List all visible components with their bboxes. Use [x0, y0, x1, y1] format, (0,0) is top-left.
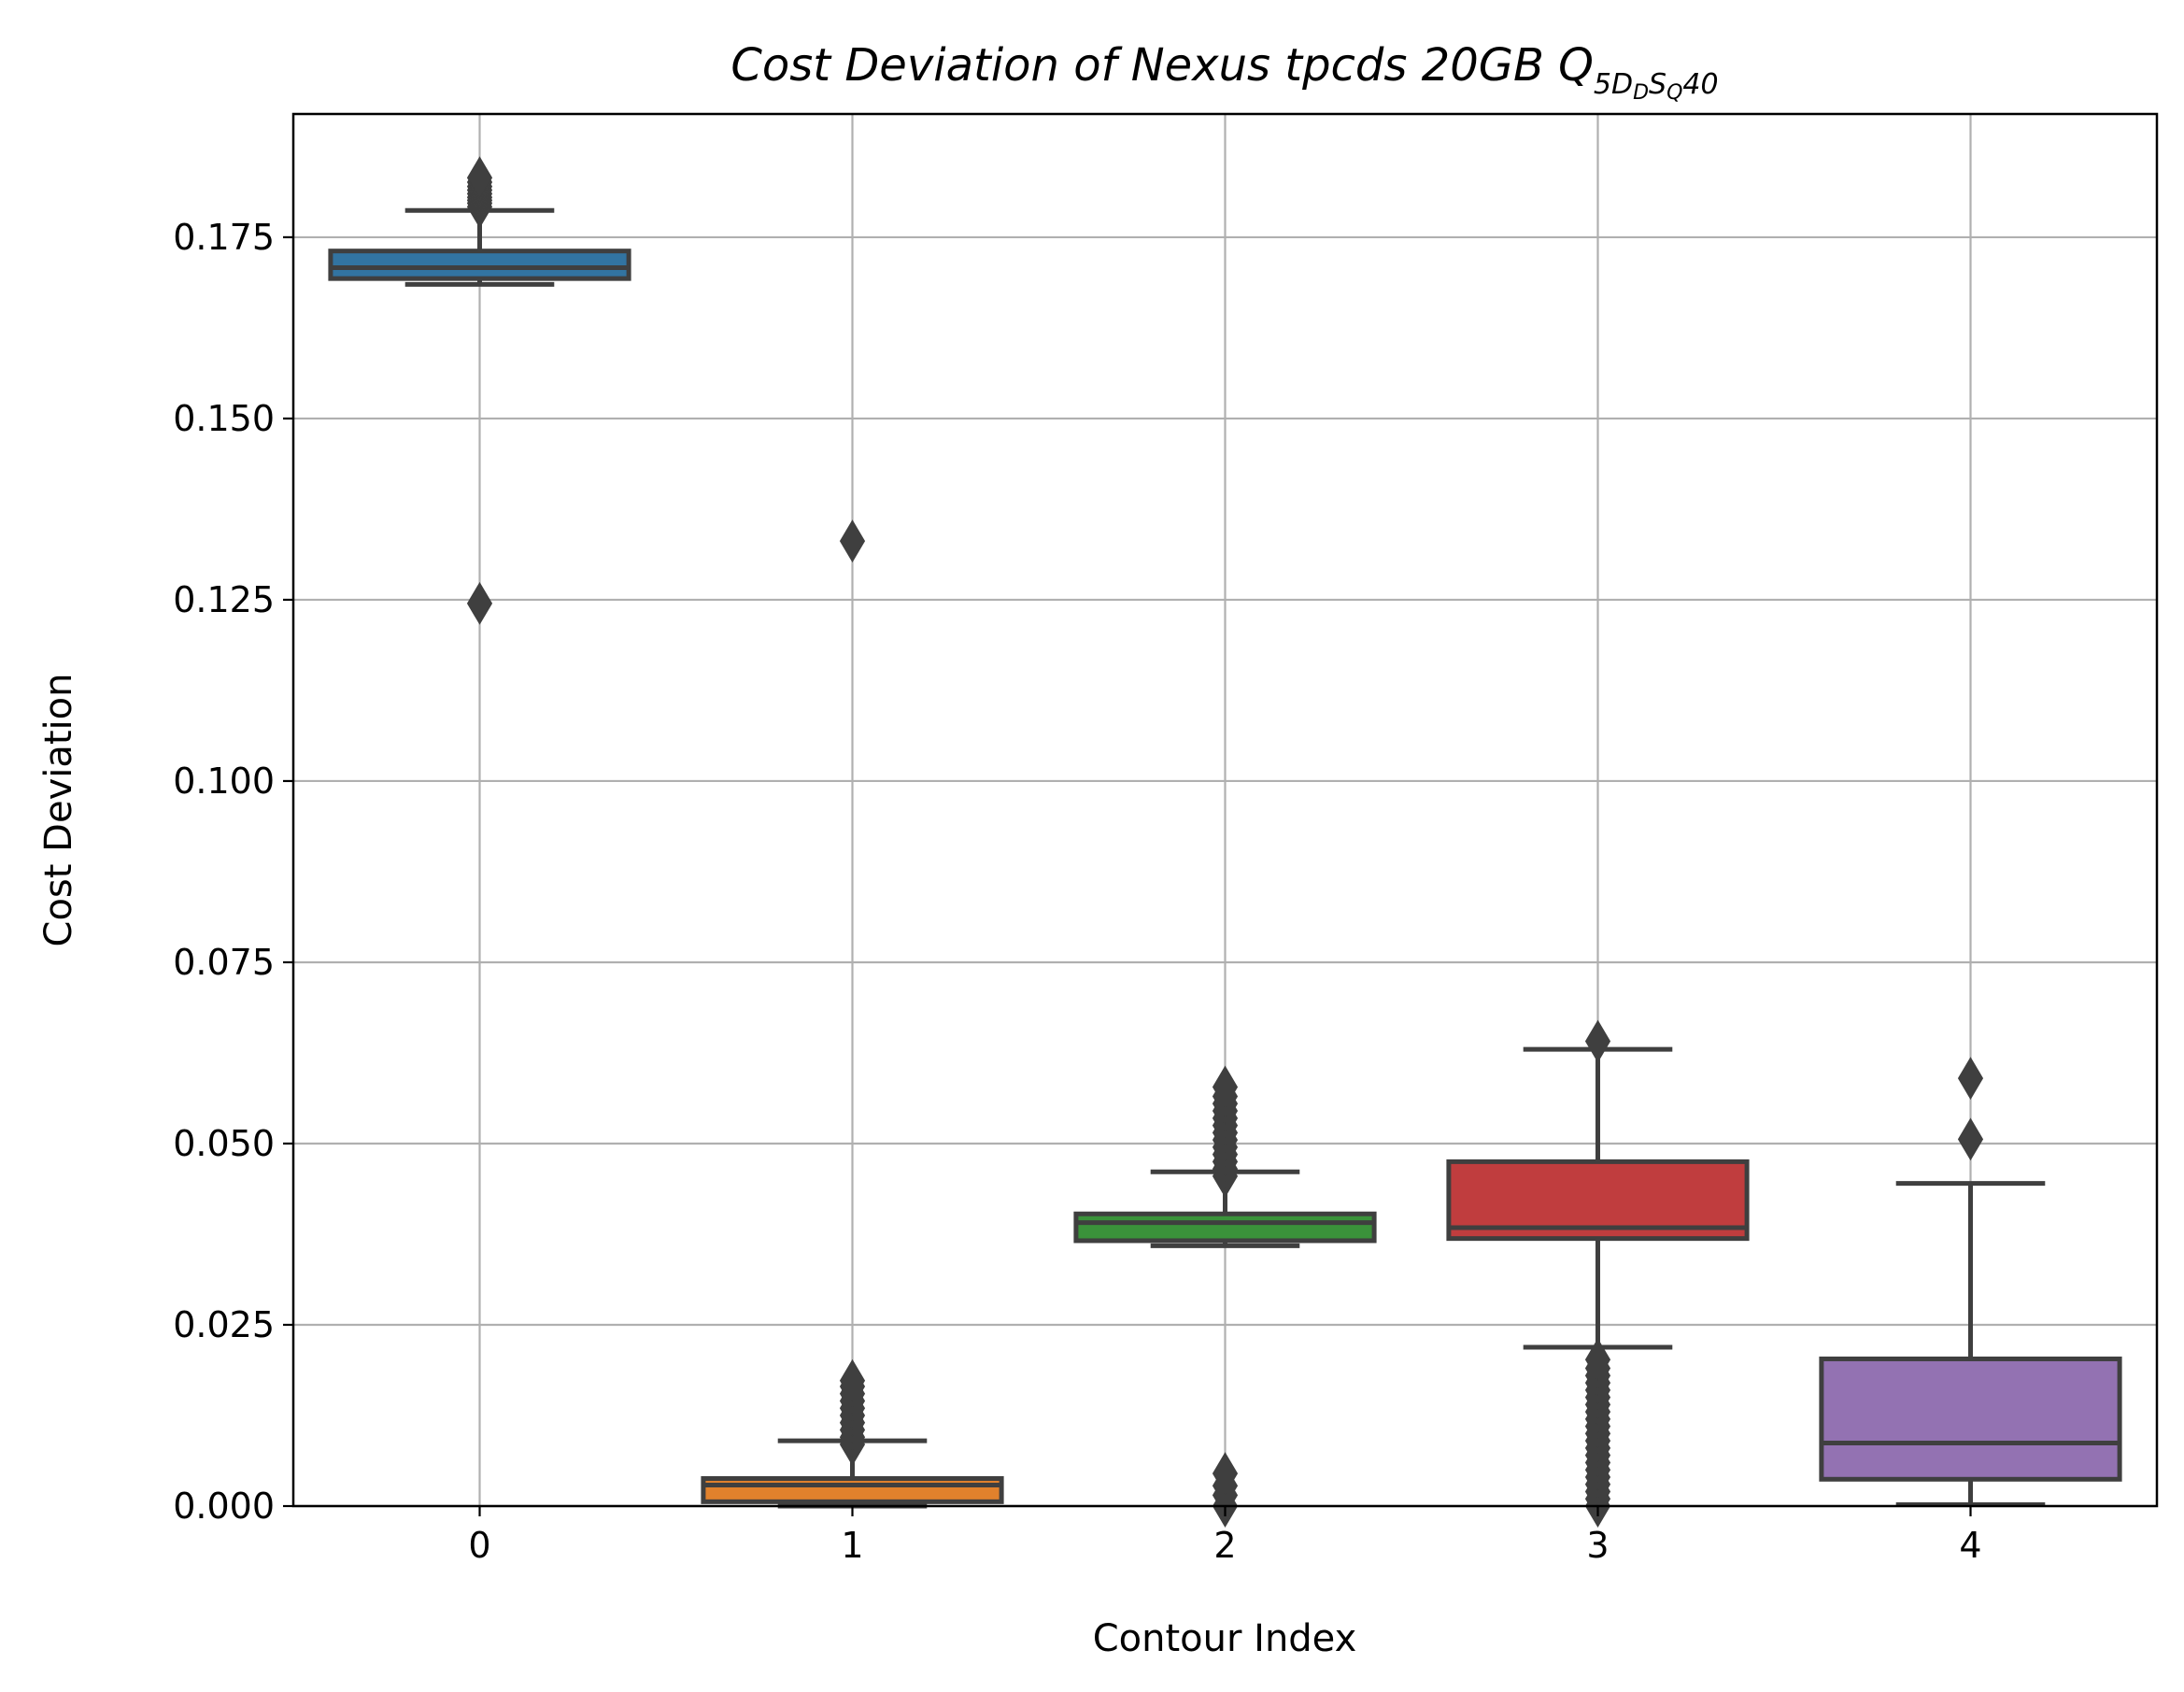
- grid: [293, 114, 2157, 1508]
- outlier-point: [1212, 1065, 1239, 1109]
- y-tick-label: 0.050: [173, 1123, 275, 1164]
- y-tick-label: 0.175: [173, 217, 275, 258]
- box-3: [1446, 1019, 1750, 1528]
- y-tick-label: 0.025: [173, 1304, 275, 1345]
- x-axis-label: Contour Index: [1093, 1617, 1357, 1660]
- outlier-point: [1957, 1057, 1984, 1101]
- y-axis: 0.000 0.025 0.050 0.075 0.100 0.125 0.150 0.175: [173, 217, 293, 1527]
- box-0: [328, 156, 631, 625]
- y-tick-label: 0.150: [173, 398, 275, 439]
- chart-title: Cost Deviation of Nexus tpcds 20GB Q5DDS…: [730, 39, 1718, 105]
- outlier-point: [839, 519, 866, 563]
- x-tick-label: 2: [1213, 1525, 1236, 1566]
- outlier-point: [1584, 1019, 1611, 1063]
- box-4: [1819, 1057, 2122, 1507]
- iqr-box: [1819, 1356, 2122, 1482]
- outlier-point: [1212, 1452, 1239, 1496]
- x-axis: 0 1 2 3 4: [468, 1506, 1982, 1566]
- iqr-box: [1073, 1211, 1377, 1244]
- y-tick-label: 0.125: [173, 579, 275, 620]
- x-tick-label: 4: [1959, 1525, 1981, 1566]
- outlier-point: [466, 156, 493, 200]
- x-tick-label: 0: [468, 1525, 490, 1566]
- iqr-box: [701, 1476, 1004, 1504]
- x-tick-label: 3: [1586, 1525, 1609, 1566]
- x-tick-label: 1: [841, 1525, 863, 1566]
- iqr-box: [328, 249, 631, 281]
- outlier-point: [839, 1358, 866, 1402]
- box-series: [328, 156, 2122, 1528]
- box-2: [1073, 1065, 1377, 1528]
- outlier-point: [1584, 1338, 1611, 1382]
- outlier-point: [1957, 1117, 1984, 1161]
- y-axis-label: Cost Deviation: [37, 674, 80, 947]
- y-tick-label: 0.000: [173, 1486, 275, 1527]
- y-tick-label: 0.075: [173, 942, 275, 983]
- box-1: [701, 519, 1004, 1509]
- outlier-point: [466, 581, 493, 625]
- y-tick-label: 0.100: [173, 761, 275, 802]
